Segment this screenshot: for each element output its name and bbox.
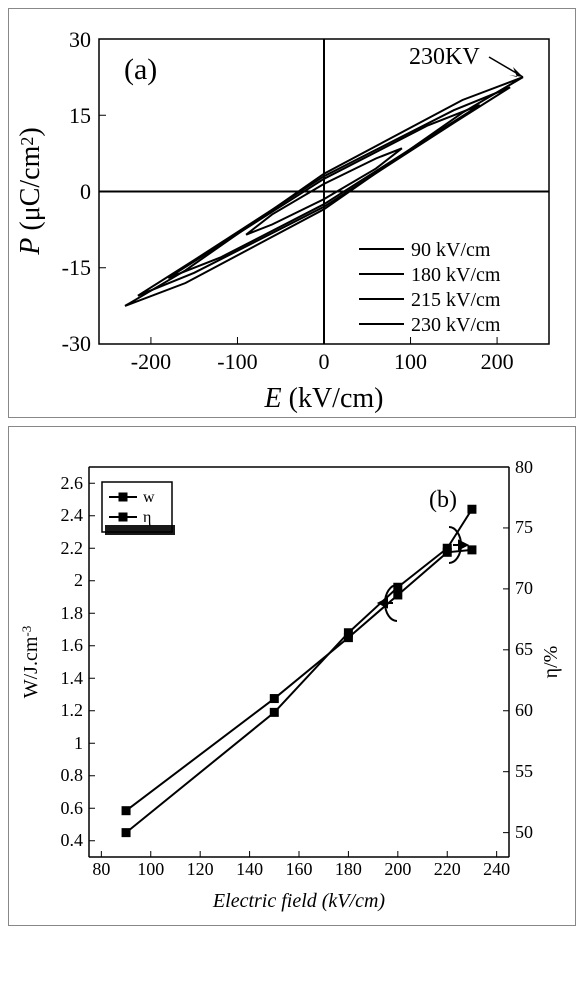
svg-text:1.4: 1.4 [61,668,84,688]
svg-text:160: 160 [286,859,313,879]
svg-text:55: 55 [515,761,533,781]
x-ticks-a [151,337,497,344]
svg-text:230 kV/cm: 230 kV/cm [411,314,501,336]
svg-text:1.2: 1.2 [61,700,84,720]
svg-text:140: 140 [236,859,263,879]
svg-text:200: 200 [384,859,411,879]
svg-text:220: 220 [434,859,461,879]
panel-label-b: (b) [429,487,457,513]
legend-a: 90 kV/cm 180 kV/cm 215 kV/cm 230 kV/cm [359,239,501,336]
svg-text:120: 120 [187,859,214,879]
svg-text:15: 15 [69,103,91,128]
y-label-a: P (μC/cm2) [15,127,46,255]
svg-text:2: 2 [74,570,83,590]
y-tick-labels-a: -30 -15 0 15 30 [62,27,91,356]
svg-text:2.6: 2.6 [61,473,84,493]
panel-b: 80 100 120 140 160 180 200 220 240 0.4 0… [8,426,576,926]
svg-text:1.6: 1.6 [61,635,84,655]
svg-text:-30: -30 [62,331,91,356]
panel-b-svg: 80 100 120 140 160 180 200 220 240 0.4 0… [9,427,577,927]
svg-text:0: 0 [319,349,330,374]
panel-a: -200 -100 0 100 200 -30 -15 0 15 30 E (k… [8,8,576,418]
svg-text:80: 80 [515,457,533,477]
x-label-a: E (kV/cm) [264,383,384,414]
svg-text:0: 0 [80,179,91,204]
svg-text:60: 60 [515,700,533,720]
x-tick-labels-a: -200 -100 0 100 200 [131,349,514,374]
y-left-label-b: W/J.cm-3 [19,626,42,699]
svg-text:0.6: 0.6 [61,798,84,818]
panel-label-a: (a) [124,53,157,86]
svg-text:200: 200 [481,349,514,374]
y-right-tick-labels-b: 50 55 60 65 70 75 80 [515,457,533,842]
svg-text:100: 100 [137,859,164,879]
y-left-ticks-b [89,483,95,841]
svg-text:0.8: 0.8 [61,765,84,785]
svg-text:80: 80 [92,859,110,879]
svg-text:2.4: 2.4 [61,505,84,525]
svg-text:w: w [143,489,155,506]
x-tick-labels-b: 80 100 120 140 160 180 200 220 240 [92,859,510,879]
series-eta [122,546,476,815]
svg-text:70: 70 [515,578,533,598]
svg-text:75: 75 [515,517,533,537]
x-ticks-b [101,851,496,857]
y-right-ticks-b [503,467,509,833]
svg-text:240: 240 [483,859,510,879]
svg-text:2.2: 2.2 [61,538,84,558]
svg-text:-200: -200 [131,349,171,374]
svg-text:η: η [143,509,151,526]
y-left-tick-labels-b: 0.4 0.6 0.8 1 1.2 1.4 1.6 1.8 2 2.2 2.4 … [61,473,84,850]
y-right-label-b: η/% [540,646,562,679]
annotation-230kv: 230KV [409,44,480,70]
svg-text:-100: -100 [217,349,257,374]
svg-text:0.4: 0.4 [61,830,84,850]
svg-text:65: 65 [515,639,533,659]
svg-text:100: 100 [394,349,427,374]
y-ticks-a [99,39,106,344]
panel-a-svg: -200 -100 0 100 200 -30 -15 0 15 30 E (k… [9,9,577,419]
svg-text:180: 180 [335,859,362,879]
svg-text:-15: -15 [62,255,91,280]
x-label-b: Electric field (kV/cm) [212,890,385,912]
svg-text:50: 50 [515,822,533,842]
legend-b: w η [102,482,175,535]
svg-text:1.8: 1.8 [61,603,84,623]
svg-text:30: 30 [69,27,91,52]
annotation-arrowhead [509,67,523,77]
svg-text:215 kV/cm: 215 kV/cm [411,289,501,311]
svg-text:90 kV/cm: 90 kV/cm [411,239,491,261]
series-w [122,505,476,836]
svg-text:180 kV/cm: 180 kV/cm [411,264,501,286]
svg-text:1: 1 [74,733,83,753]
